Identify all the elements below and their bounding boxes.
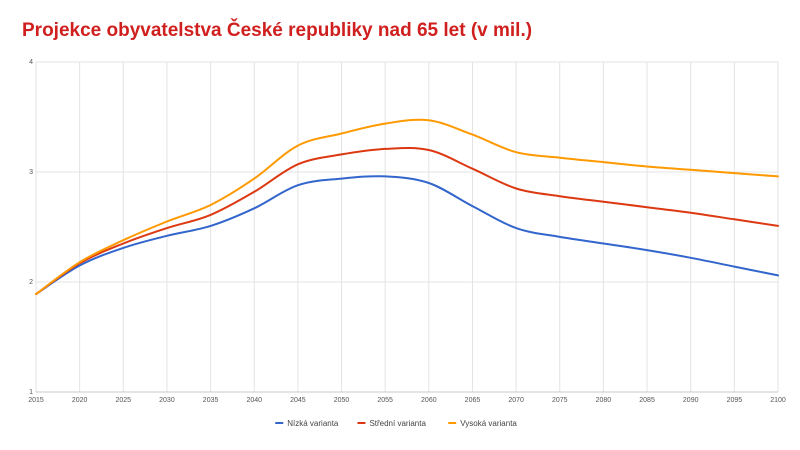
x-tick-label: 2065 bbox=[465, 397, 481, 404]
x-tick-label: 2055 bbox=[377, 397, 393, 404]
legend[interactable]: Nízká varianta Střední varianta Vysoká var… bbox=[275, 419, 517, 428]
x-tick-label: 2080 bbox=[596, 397, 612, 404]
legend-label: Nízká varianta bbox=[287, 419, 339, 428]
y-tick-label: 2 bbox=[29, 279, 33, 286]
chart-title: Projekce obyvatelstva České republiky na… bbox=[22, 20, 533, 41]
x-tick-label: 2095 bbox=[727, 397, 743, 404]
legend-item-stredni-varianta[interactable]: Střední varianta bbox=[357, 419, 426, 428]
x-tick-label: 2085 bbox=[639, 397, 655, 404]
x-tick-label: 2045 bbox=[290, 397, 306, 404]
x-axis-tick-labels: 2015 2020 2025 2030 2035 2040 2045 2050 2055 2060… bbox=[28, 397, 786, 404]
x-tick-label: 2030 bbox=[159, 397, 175, 404]
legend-item-nizka-varianta[interactable]: Nízká varianta bbox=[275, 419, 339, 428]
grid-lines bbox=[35, 61, 779, 393]
x-tick-label: 2100 bbox=[770, 397, 786, 404]
series-line-vysoka-varianta bbox=[35, 118, 779, 296]
series-lines bbox=[35, 118, 779, 296]
y-axis-tick-labels: 1 2 3 4 bbox=[29, 59, 33, 396]
x-tick-label: 2075 bbox=[552, 397, 568, 404]
legend-label: Vysoká varianta bbox=[460, 419, 517, 428]
x-tick-label: 2070 bbox=[508, 397, 524, 404]
y-tick-label: 1 bbox=[29, 389, 33, 396]
x-tick-label: 2060 bbox=[421, 397, 437, 404]
x-tick-label: 2050 bbox=[334, 397, 350, 404]
x-tick-label: 2035 bbox=[203, 397, 219, 404]
x-tick-label: 2020 bbox=[72, 397, 88, 404]
legend-item-vysoka-varianta[interactable]: Vysoká varianta bbox=[448, 419, 517, 428]
legend-label: Střední varianta bbox=[369, 419, 426, 428]
x-tick-label: 2015 bbox=[28, 397, 44, 404]
series-line-stredni-varianta bbox=[35, 146, 779, 296]
x-tick-label: 2090 bbox=[683, 397, 699, 404]
x-tick-label: 2025 bbox=[116, 397, 132, 404]
y-tick-label: 4 bbox=[29, 59, 33, 66]
y-tick-label: 3 bbox=[29, 169, 33, 176]
series-line-nizka-varianta bbox=[35, 175, 779, 296]
x-tick-label: 2040 bbox=[246, 397, 262, 404]
